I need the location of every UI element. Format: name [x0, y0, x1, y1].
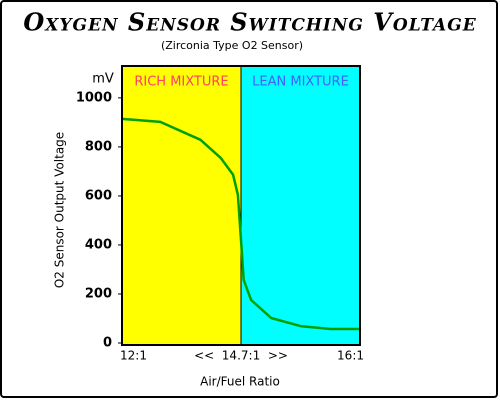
region-label: LEAN MIXTURE: [252, 75, 349, 90]
region-label: RICH MIXTURE: [134, 75, 228, 90]
y-tick-label: 800: [85, 139, 112, 154]
x-axis-label: Air/Fuel Ratio: [200, 375, 280, 389]
region: [241, 66, 360, 345]
y-tick-label: 1000: [76, 90, 112, 105]
data-line: [121, 117, 360, 331]
y-tick-label: 200: [85, 286, 112, 301]
x-tick-label: 12:1: [120, 349, 147, 363]
y-tick-label: 0: [103, 336, 112, 351]
y-axis-label: O2 Sensor Output Voltage: [53, 132, 67, 288]
y-tick-label: 400: [85, 237, 112, 252]
x-tick-label: 16:1: [337, 349, 364, 363]
y-unit: mV: [92, 72, 114, 87]
x-tick-label: << 14.7:1 >>: [194, 349, 288, 363]
y-tick-label: 600: [85, 188, 112, 203]
chart-subtitle: (Zirconia Type O2 Sensor): [161, 39, 303, 52]
plot-frame: [121, 65, 361, 346]
region: [122, 66, 241, 345]
chart-title: Oxygen Sensor Switching Voltage: [23, 8, 476, 37]
